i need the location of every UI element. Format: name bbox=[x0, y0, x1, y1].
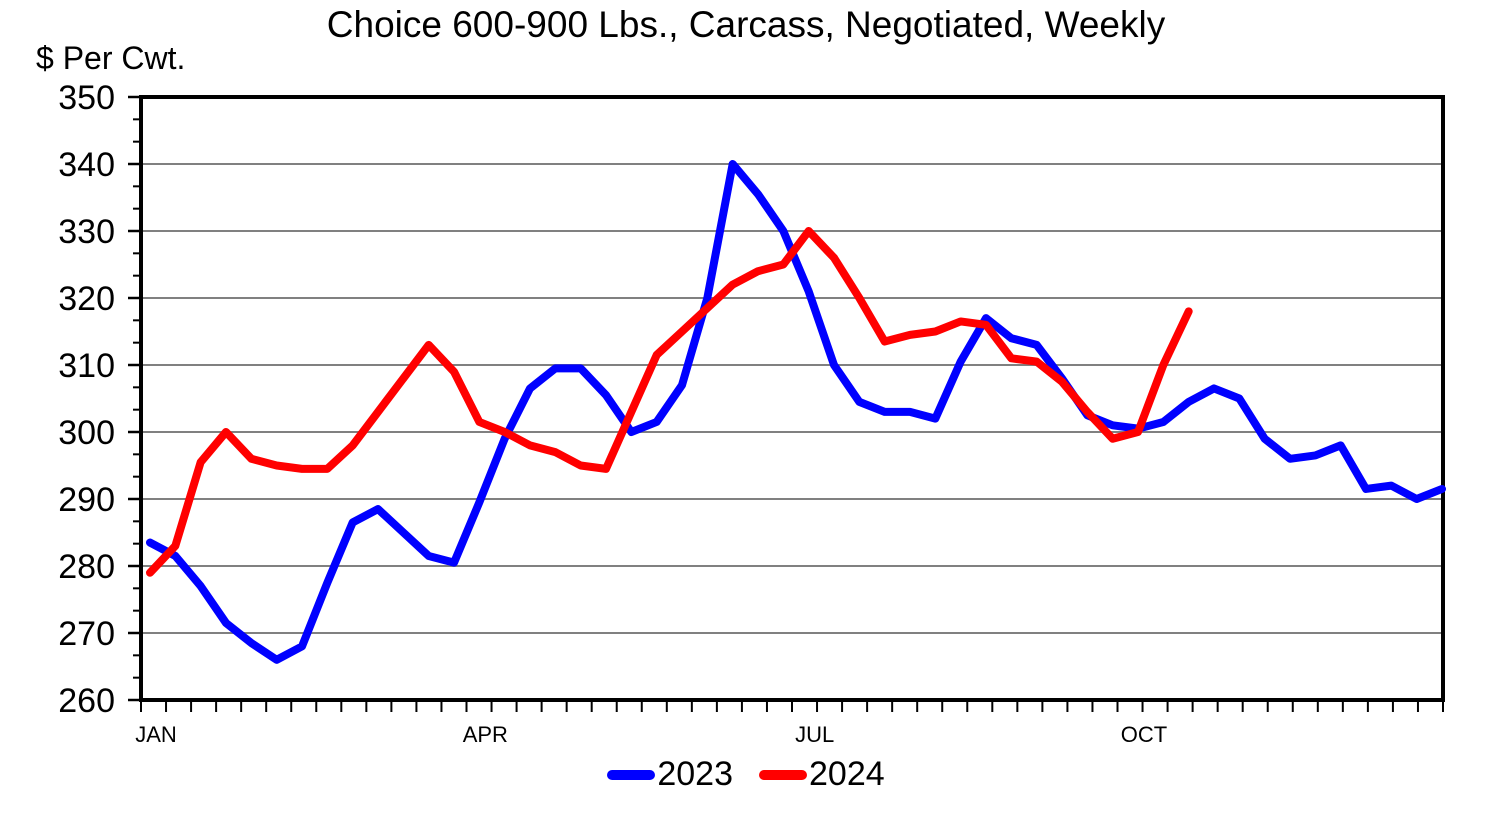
plot-border bbox=[139, 95, 1445, 702]
legend-swatch-2023 bbox=[607, 769, 656, 780]
legend-label-2023: 2023 bbox=[657, 755, 733, 793]
series-2023-line bbox=[146, 160, 1446, 664]
y-axis-title: $ Per Cwt. bbox=[36, 40, 186, 76]
y-tick-label-310: 310 bbox=[58, 347, 115, 385]
legend: 2023 2024 bbox=[0, 755, 1492, 794]
y-tick-label-350: 350 bbox=[58, 79, 115, 117]
month-label-APR: APR bbox=[463, 722, 508, 747]
y-tick-label-280: 280 bbox=[58, 548, 115, 586]
y-tick-label-290: 290 bbox=[58, 481, 115, 519]
y-tick-label-260: 260 bbox=[58, 682, 115, 720]
y-tick-label-300: 300 bbox=[58, 414, 115, 452]
y-tick-label-320: 320 bbox=[58, 280, 115, 318]
month-label-OCT: OCT bbox=[1121, 722, 1167, 747]
month-label-JAN: JAN bbox=[135, 722, 177, 747]
month-label-JUL: JUL bbox=[795, 722, 834, 747]
y-tick-label-340: 340 bbox=[58, 146, 115, 184]
chart-title: Choice 600-900 Lbs., Carcass, Negotiated… bbox=[326, 4, 1166, 45]
series-2024-line bbox=[146, 227, 1193, 577]
legend-item-2023: 2023 bbox=[607, 755, 733, 794]
y-tick-label-270: 270 bbox=[58, 615, 115, 653]
y-tick-label-330: 330 bbox=[58, 213, 115, 251]
legend-item-2024: 2024 bbox=[759, 755, 885, 794]
legend-label-2024: 2024 bbox=[809, 755, 885, 793]
legend-swatch-2024 bbox=[759, 769, 807, 780]
